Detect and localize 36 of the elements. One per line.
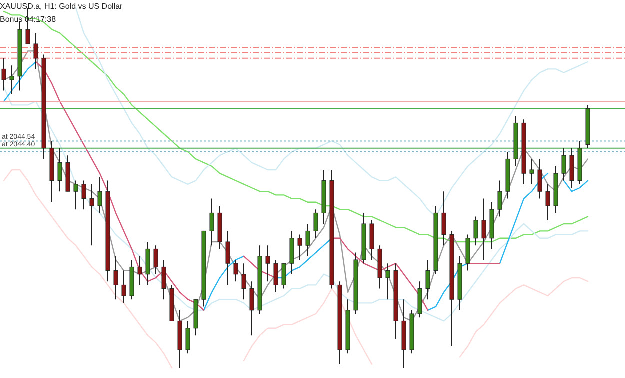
- candlestick: [242, 263, 246, 300]
- candlestick: [162, 260, 166, 300]
- candlestick: [154, 245, 158, 275]
- candlestick: [306, 224, 310, 257]
- candlestick: [34, 32, 38, 70]
- candlestick: [274, 260, 278, 293]
- candlestick: [74, 180, 78, 210]
- candlestick: [298, 234, 302, 260]
- candlestick: [386, 263, 390, 300]
- candlestick: [2, 58, 6, 92]
- candlestick: [562, 148, 566, 182]
- candlestick: [498, 180, 502, 218]
- candlestick: [210, 198, 214, 246]
- candlestick: [250, 281, 254, 336]
- candlestick: [482, 198, 486, 260]
- candlestick: [82, 180, 86, 210]
- candlestick: [234, 260, 238, 282]
- candlestick: [474, 216, 478, 246]
- candlestick: [122, 270, 126, 304]
- candlestick: [226, 230, 230, 286]
- candlestick: [58, 148, 62, 192]
- candlestick: [282, 263, 286, 290]
- candlestick: [266, 245, 270, 282]
- candlestick: [98, 176, 102, 214]
- chart-title: XAUUSD.a, H1: Gold vs US Dollar: [0, 2, 124, 11]
- candlestick: [90, 184, 94, 246]
- candlestick: [138, 256, 142, 286]
- candlestick: [530, 158, 534, 185]
- candlestick: [10, 65, 14, 95]
- candlestick: [114, 256, 118, 300]
- candlestick: [538, 158, 542, 200]
- candlestick: [442, 191, 446, 246]
- candlestick: [546, 184, 550, 221]
- candlestick: [186, 320, 190, 354]
- candlestick: [314, 209, 318, 239]
- candlestick: [426, 260, 430, 300]
